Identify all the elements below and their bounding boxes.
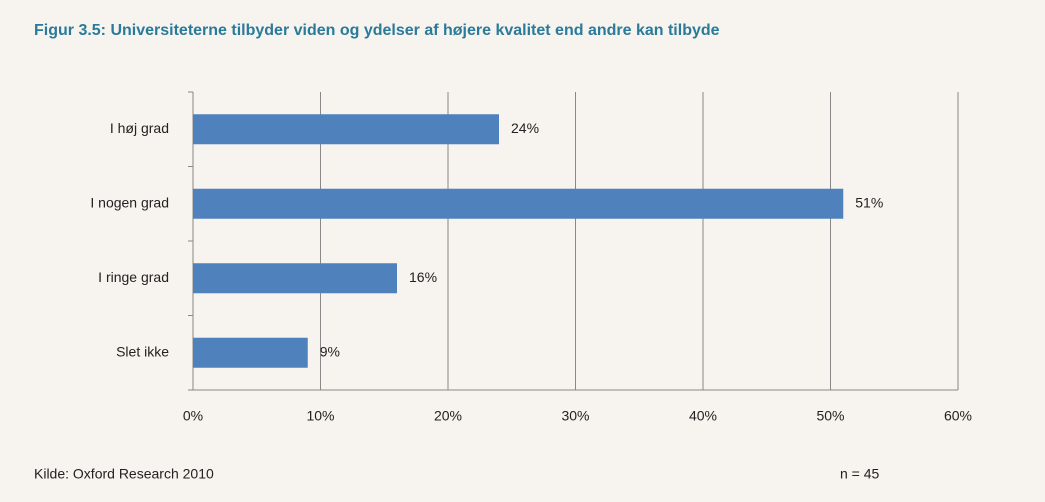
chart-title: Figur 3.5: Universiteterne tilbyder vide… (34, 22, 720, 39)
bar (193, 188, 844, 219)
data-label: 51% (855, 194, 883, 210)
data-label: 16% (409, 269, 437, 285)
y-tick-label: I ringe grad (98, 269, 169, 285)
note: n = 45 (840, 466, 880, 482)
x-tick-label: 10% (306, 408, 334, 424)
data-label: 9% (320, 343, 340, 359)
y-tick-label: I nogen grad (90, 194, 169, 210)
x-tick-label: 0% (183, 408, 203, 424)
y-tick-label: I høj grad (110, 120, 169, 136)
x-tick-label: 20% (434, 408, 462, 424)
bar (193, 114, 499, 145)
data-label: 24% (511, 120, 539, 136)
x-tick-label: 40% (689, 408, 717, 424)
source: Kilde: Oxford Research 2010 (34, 466, 214, 482)
x-tick-label: 60% (944, 408, 972, 424)
bar (193, 263, 397, 294)
x-tick-label: 50% (816, 408, 844, 424)
y-tick-label: Slet ikke (116, 343, 169, 359)
bar (193, 337, 308, 368)
x-tick-label: 30% (561, 408, 589, 424)
